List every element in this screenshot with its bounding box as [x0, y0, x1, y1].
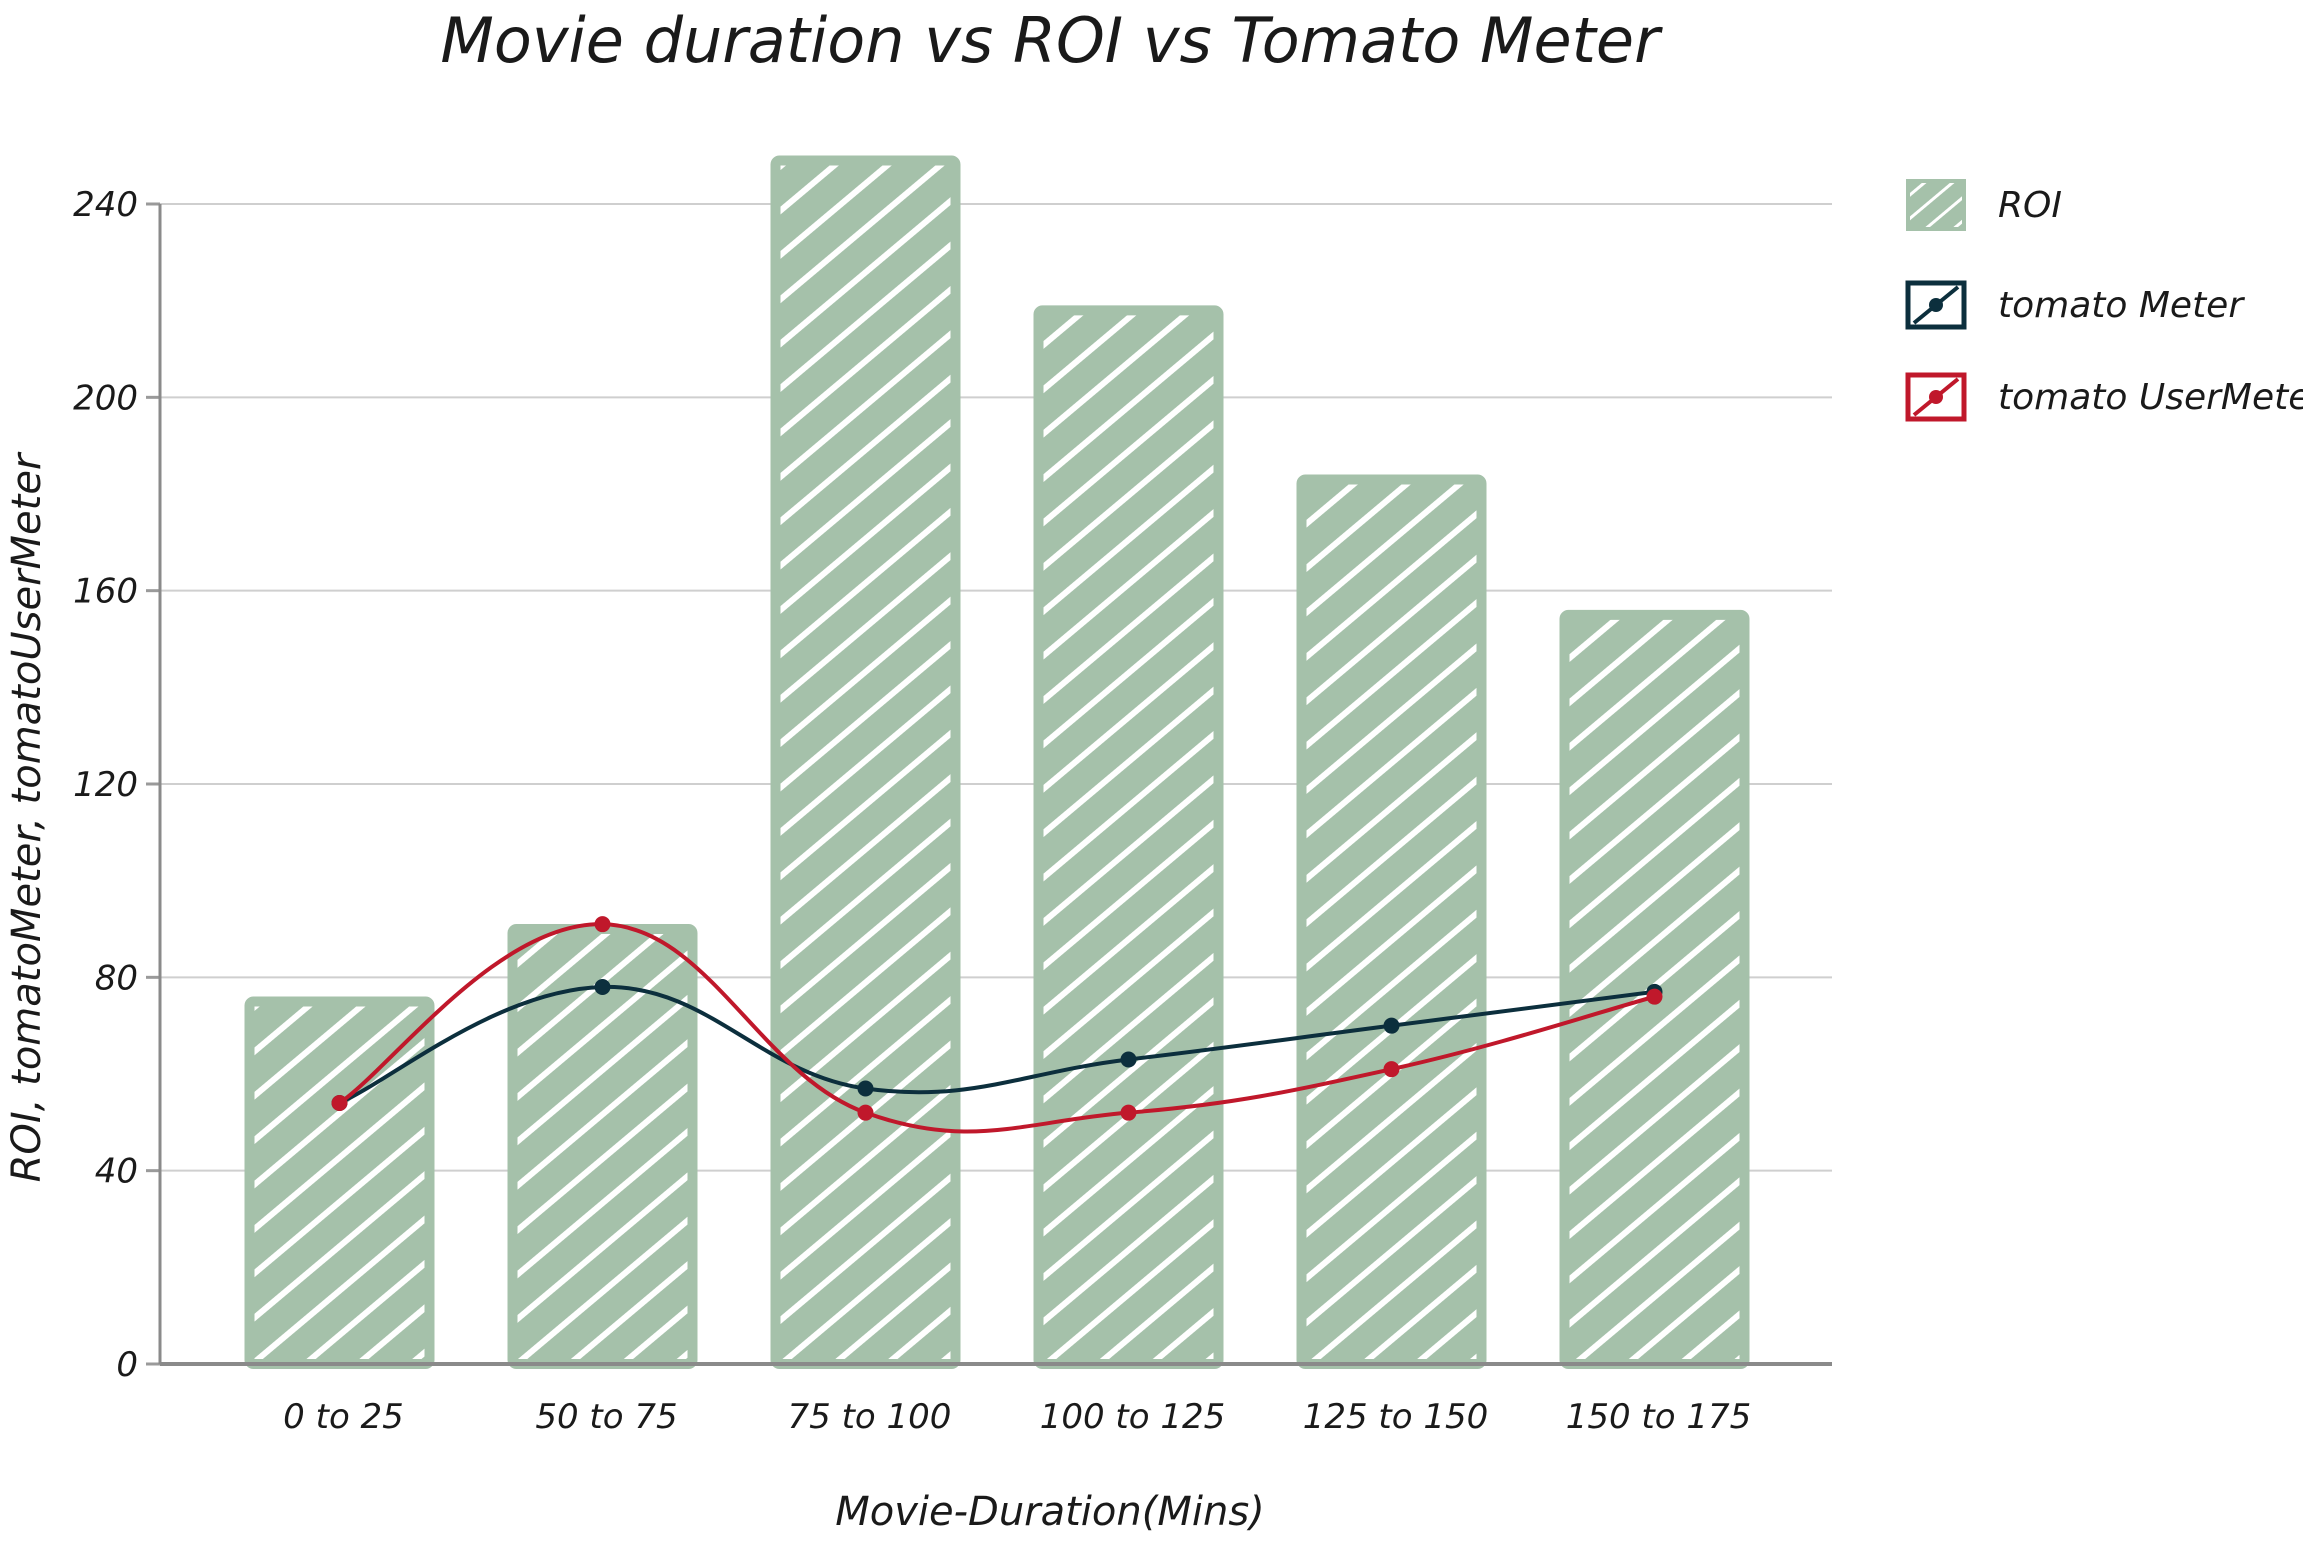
legend-point-tomato-usermeter: [1929, 390, 1943, 404]
tick-labels: 0 40 80 120 160 200 240 0 to 25 50 to 75 75 to 10…: [73, 185, 1751, 1437]
y-tick-label: 0: [116, 1345, 138, 1385]
chart-title: Movie duration vs ROI vs Tomato Meter: [440, 4, 1663, 77]
bar-roi: [1033, 305, 1224, 1369]
point-tomato-usermeter: [594, 916, 611, 933]
point-tomato-meter: [594, 979, 611, 995]
legend-label: tomato UserMeter: [1998, 377, 2303, 418]
point-tomato-usermeter: [1383, 1061, 1400, 1078]
legend-item: tomato Meter: [1905, 280, 2245, 330]
bar-roi: [244, 996, 435, 1369]
legend-point-tomato-meter: [1929, 298, 1943, 312]
x-tick-label: 125 to 150: [1303, 1397, 1489, 1437]
point-tomato-usermeter: [857, 1104, 874, 1121]
legend-swatch-tomato-usermeter: [1905, 372, 1967, 422]
y-tick-label: 40: [95, 1152, 138, 1192]
x-tick-label: 0 to 25: [283, 1397, 404, 1437]
legend: ROI tomato Meter tomato UserMeter: [1905, 179, 2303, 422]
y-tick-label: 160: [73, 572, 138, 612]
point-tomato-meter: [857, 1080, 874, 1097]
bar-roi: [1296, 474, 1487, 1369]
y-axis-title: ROI, tomatoMeter, tomatoUserMeter: [4, 451, 50, 1182]
y-tick-label: 240: [73, 185, 138, 225]
y-tick-label: 120: [73, 765, 138, 805]
point-tomato-usermeter: [1120, 1104, 1137, 1121]
point-tomato-usermeter: [331, 1095, 348, 1111]
legend-item: ROI: [1906, 179, 2062, 231]
x-axis-title: Movie-Duration(Mins): [835, 1489, 1265, 1535]
point-tomato-usermeter: [1646, 988, 1663, 1005]
legend-item: tomato UserMeter: [1905, 372, 2303, 422]
legend-swatch-tomato-meter: [1905, 280, 1967, 330]
point-tomato-meter: [1383, 1017, 1400, 1034]
y-tick-label: 80: [95, 958, 138, 998]
x-tick-label: 100 to 125: [1040, 1397, 1226, 1437]
y-tick-label: 200: [73, 378, 138, 418]
bars: [244, 155, 1750, 1369]
legend-label: tomato Meter: [1998, 285, 2245, 326]
point-tomato-meter: [1120, 1051, 1137, 1068]
legend-label: ROI: [1998, 185, 2062, 226]
line-tomato-meter: [338, 984, 1655, 1105]
series-lines: [331, 916, 1663, 1134]
x-tick-label: 150 to 175: [1566, 1397, 1752, 1437]
line-tomato-usermeter: [338, 922, 1656, 1134]
x-tick-label: 50 to 75: [535, 1397, 677, 1437]
axes: [158, 204, 1832, 1366]
bar-roi: [770, 155, 961, 1369]
gridlines: [146, 202, 1832, 1366]
x-tick-label: 75 to 100: [788, 1397, 952, 1437]
legend-swatch-roi: [1906, 179, 1966, 231]
